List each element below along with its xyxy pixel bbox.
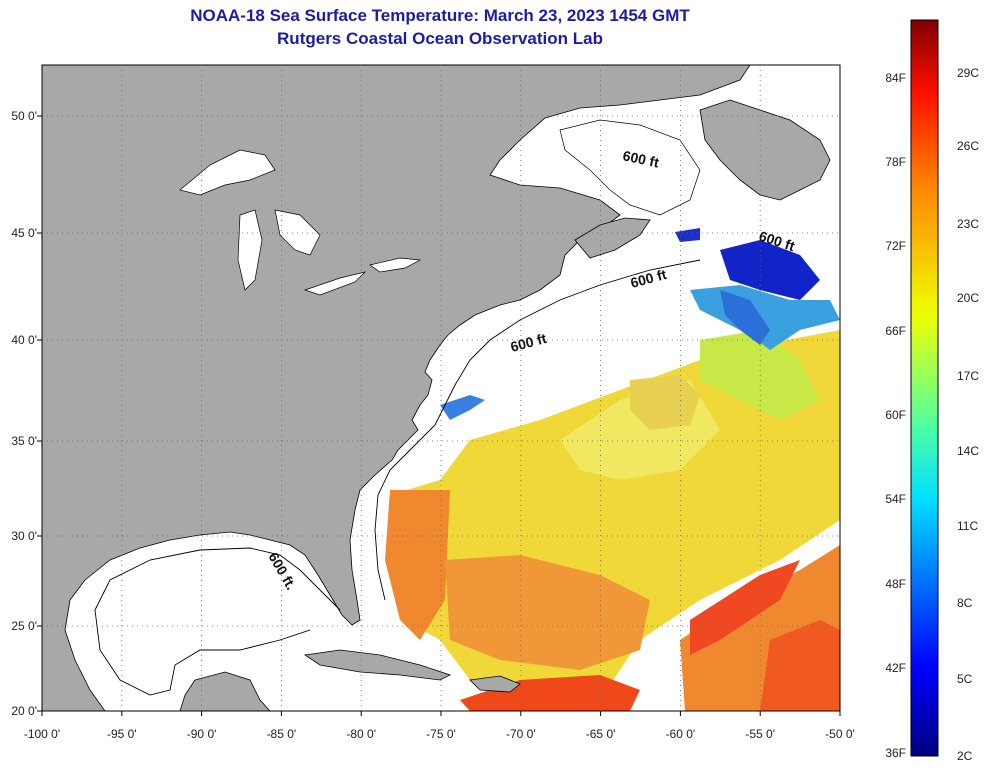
colorbar-fahrenheit-labels: 84F 78F 72F 66F 60F 54F 48F 42F 36F [885,71,906,760]
longitude-tick-label: -50 0' [825,727,855,741]
sst-orange-west [385,490,450,640]
colorbar-c-label: 14C [957,444,979,458]
latitude-tick-label: 30 0' [11,529,37,543]
colorbar-f-label: 66F [885,324,906,338]
colorbar-f-label: 42F [885,661,906,675]
sst-cold-patch [720,240,820,300]
lake-michigan [237,209,263,291]
latitude-tick-label: 40 0' [11,333,37,347]
colorbar-c-label: 23C [957,217,979,231]
longitude-tick-label: -75 0' [426,727,456,741]
lake-ontario [369,257,422,273]
longitude-tick-label: -85 0' [267,727,297,741]
colorbar-f-label: 60F [885,408,906,422]
colorbar-c-label: 20C [957,291,979,305]
longitude-tick-label: -60 0' [666,727,696,741]
longitude-tick-label: -100 0' [24,727,60,741]
hispaniola-land [469,675,521,693]
sst-red-east [690,560,800,655]
yucatan-land [179,671,271,711]
colorbar-c-label: 5C [957,672,973,686]
latitude-tick-label: 25 0' [11,619,37,633]
lake-superior [179,149,276,196]
north-america-land [42,65,751,711]
sst-data-layer [385,228,840,711]
sst-yellow-north [630,375,700,430]
colorbar-c-label: 17C [957,369,979,383]
colorbar-f-label: 84F [885,71,906,85]
isobath-east-coast [374,259,701,601]
isobath-gulf [94,547,341,696]
colorbar-c-label: 29C [957,66,979,80]
cuba-land [303,649,452,681]
colorbar-c-label: 8C [957,596,973,610]
longitude-tick-label: -95 0' [107,727,137,741]
temperature-colorbar [910,19,939,757]
colorbar-celsius-labels: 29C 26C 23C 20C 17C 14C 11C 8C 5C 2C [957,66,979,763]
longitude-tick-label: -55 0' [745,727,775,741]
longitude-tick-label: -90 0' [187,727,217,741]
graticule [42,65,840,711]
latitude-tick-label: 45 0' [11,226,37,240]
lake-erie [303,271,367,296]
sst-orange-mid [445,555,650,670]
colorbar-c-label: 26C [957,139,979,153]
colorbar-f-label: 48F [885,577,906,591]
latitude-tick-label: 35 0' [11,434,37,448]
latitude-tick-label: 50 0' [11,109,37,123]
latitude-tick-label: 20 0' [11,704,37,718]
longitude-tick-label: -70 0' [506,727,536,741]
longitude-tick-label: -80 0' [346,727,376,741]
sst-small-blue [675,228,700,242]
latitude-labels: 50 0' 45 0' 40 0' 35 0' 30 0' 25 0' 20 0' [11,109,42,718]
sst-blue-patch [720,290,770,345]
st-lawrence-gulf [559,119,701,216]
isobath-lines [94,259,701,696]
nova-scotia-land [574,217,651,259]
land-layer [42,65,831,711]
sst-blue-shelf [440,395,485,420]
isobath-label: 600 ft [621,147,660,170]
sst-red-south [460,675,640,711]
colorbar-f-label: 72F [885,239,906,253]
colorbar-c-label: 11C [957,519,978,533]
longitude-labels: -100 0' -95 0' -90 0' -85 0' -80 0' -75 0' -70… [24,711,855,741]
lake-huron [274,209,321,256]
map-title: NOAA-18 Sea Surface Temperature: March 2… [190,6,690,25]
colorbar-f-label: 36F [885,746,906,760]
sst-red-southeast [760,620,840,711]
map-subtitle: Rutgers Coastal Ocean Observation Lab [277,29,603,48]
longitude-tick-label: -65 0' [586,727,616,741]
colorbar-f-label: 78F [885,155,906,169]
colorbar-f-label: 54F [885,492,906,506]
colorbar-c-label: 2C [957,749,973,763]
newfoundland-land [699,99,831,201]
